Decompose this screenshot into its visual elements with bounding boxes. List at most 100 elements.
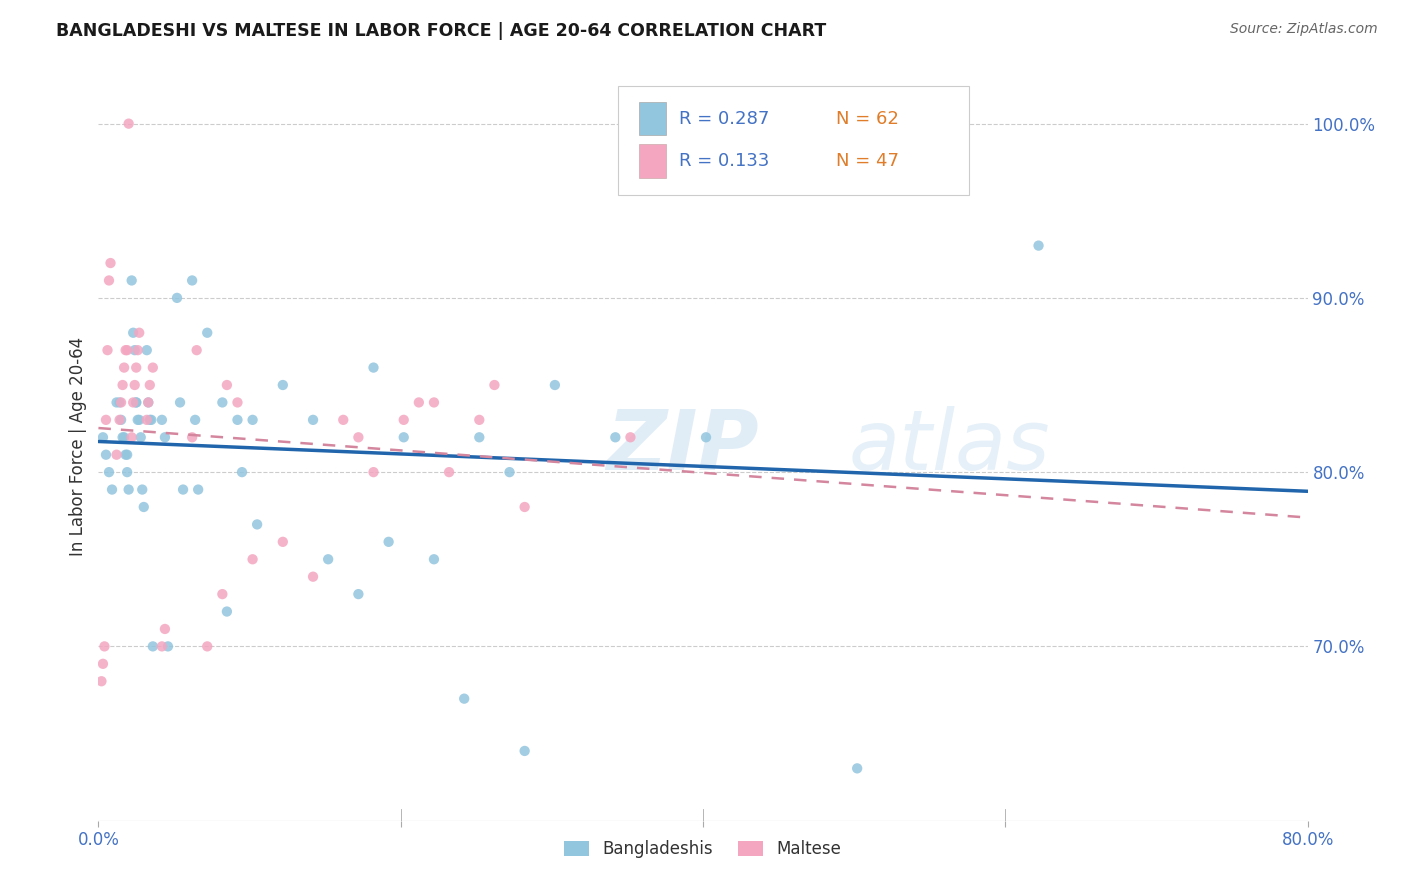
Point bbox=[115, 448, 138, 462]
Point bbox=[242, 552, 264, 566]
Point bbox=[125, 360, 148, 375]
Point bbox=[468, 413, 491, 427]
Point bbox=[150, 640, 173, 654]
Point bbox=[195, 326, 218, 340]
Point bbox=[105, 448, 128, 462]
Point bbox=[124, 343, 146, 358]
Point bbox=[271, 534, 294, 549]
Point bbox=[231, 465, 253, 479]
Point bbox=[437, 465, 460, 479]
Text: atlas: atlas bbox=[848, 406, 1050, 486]
Point bbox=[695, 430, 717, 444]
Point bbox=[141, 413, 163, 427]
Point bbox=[108, 413, 131, 427]
Text: ZIP: ZIP bbox=[606, 406, 759, 486]
Point bbox=[181, 430, 204, 444]
Point bbox=[94, 413, 117, 427]
Point bbox=[302, 413, 325, 427]
Point bbox=[91, 430, 114, 444]
Point bbox=[114, 448, 136, 462]
Point bbox=[377, 534, 399, 549]
Point bbox=[121, 430, 143, 444]
Point bbox=[93, 640, 115, 654]
Point bbox=[195, 640, 218, 654]
Text: Source: ZipAtlas.com: Source: ZipAtlas.com bbox=[1230, 22, 1378, 37]
Point bbox=[392, 413, 415, 427]
Point bbox=[128, 326, 150, 340]
Point bbox=[98, 465, 121, 479]
Text: N = 47: N = 47 bbox=[837, 153, 898, 170]
Point bbox=[125, 395, 148, 409]
Point bbox=[110, 413, 132, 427]
Point bbox=[128, 413, 150, 427]
Point bbox=[242, 413, 264, 427]
Point bbox=[153, 622, 176, 636]
Point bbox=[156, 640, 179, 654]
Point bbox=[94, 448, 117, 462]
Point bbox=[142, 640, 165, 654]
Point bbox=[271, 378, 294, 392]
Point bbox=[114, 343, 136, 358]
Point bbox=[96, 343, 118, 358]
Legend: Bangladeshis, Maltese: Bangladeshis, Maltese bbox=[558, 833, 848, 864]
Point bbox=[91, 657, 114, 671]
Point bbox=[226, 413, 249, 427]
Text: R = 0.287: R = 0.287 bbox=[679, 110, 769, 128]
Point bbox=[136, 395, 159, 409]
Point bbox=[468, 430, 491, 444]
Point bbox=[110, 395, 132, 409]
Point bbox=[124, 378, 146, 392]
Point bbox=[115, 343, 138, 358]
Point bbox=[246, 517, 269, 532]
Point bbox=[363, 465, 385, 479]
Point bbox=[142, 360, 165, 375]
Point bbox=[118, 117, 141, 131]
Point bbox=[710, 117, 733, 131]
FancyBboxPatch shape bbox=[619, 87, 969, 195]
Y-axis label: In Labor Force | Age 20-64: In Labor Force | Age 20-64 bbox=[69, 336, 87, 556]
Point bbox=[111, 430, 134, 444]
Bar bbox=[638, 102, 665, 136]
Point bbox=[484, 378, 506, 392]
Point bbox=[181, 273, 204, 287]
Point bbox=[846, 761, 869, 775]
Point bbox=[98, 273, 121, 287]
Point bbox=[187, 483, 209, 497]
Point bbox=[498, 465, 520, 479]
Point bbox=[347, 587, 370, 601]
Point bbox=[215, 378, 238, 392]
Bar bbox=[638, 145, 665, 178]
Point bbox=[423, 395, 446, 409]
Point bbox=[132, 500, 155, 514]
Point bbox=[118, 483, 141, 497]
Point bbox=[408, 395, 430, 409]
Point bbox=[127, 343, 149, 358]
Point bbox=[150, 413, 173, 427]
Point bbox=[513, 744, 536, 758]
Point bbox=[112, 430, 135, 444]
Text: R = 0.133: R = 0.133 bbox=[679, 153, 769, 170]
Point bbox=[125, 395, 148, 409]
Point bbox=[302, 570, 325, 584]
Point bbox=[1028, 238, 1050, 252]
Point bbox=[513, 500, 536, 514]
Point bbox=[211, 395, 233, 409]
Point bbox=[363, 360, 385, 375]
Point bbox=[423, 552, 446, 566]
Point bbox=[122, 326, 145, 340]
Point bbox=[211, 587, 233, 601]
Point bbox=[131, 483, 153, 497]
Point bbox=[332, 413, 354, 427]
Point bbox=[453, 691, 475, 706]
Text: BANGLADESHI VS MALTESE IN LABOR FORCE | AGE 20-64 CORRELATION CHART: BANGLADESHI VS MALTESE IN LABOR FORCE | … bbox=[56, 22, 827, 40]
Point bbox=[139, 378, 162, 392]
Text: N = 62: N = 62 bbox=[837, 110, 898, 128]
Point bbox=[105, 395, 128, 409]
Point bbox=[605, 430, 627, 444]
Point bbox=[90, 674, 112, 689]
Point bbox=[129, 430, 152, 444]
Point bbox=[392, 430, 415, 444]
Point bbox=[169, 395, 191, 409]
Point bbox=[166, 291, 188, 305]
Point bbox=[136, 395, 159, 409]
